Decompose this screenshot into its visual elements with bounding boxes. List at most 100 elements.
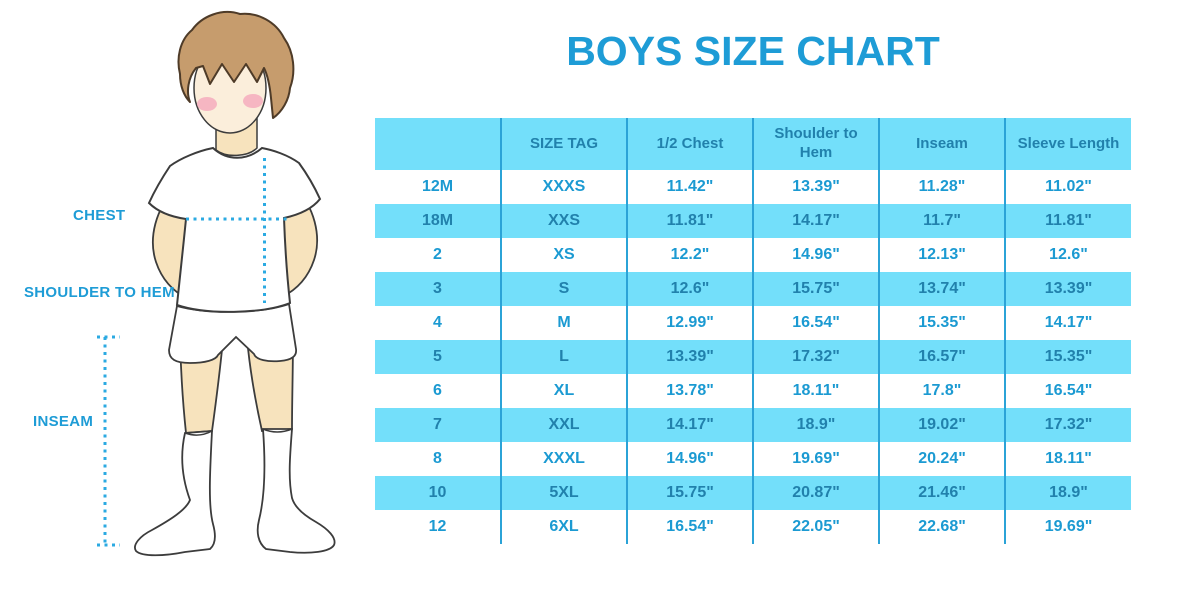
table-row: 7 XXL 14.17" 18.9" 19.02" 17.32" xyxy=(375,408,1131,442)
measurement-cell: 13.39" xyxy=(1044,280,1093,297)
boy-figure-illustration: CHEST SHOULDER TO HEM INSEAM xyxy=(0,0,370,600)
table-row: 10 5XL 15.75" 20.87" 21.46" 18.9" xyxy=(375,476,1131,510)
measurement-cell: XS xyxy=(501,238,628,272)
measurement-cell: 16.54" xyxy=(627,510,754,544)
boy-left-blush xyxy=(197,97,217,111)
measurement-cell: 18.9" xyxy=(753,408,880,442)
measurement-cell: 16.54" xyxy=(1044,382,1093,399)
measurement-cell: 18.11" xyxy=(1045,450,1092,467)
table-row: 12 6XL 16.54" 22.05" 22.68" 19.69" xyxy=(375,510,1131,544)
measurement-cell: 12.13" xyxy=(879,238,1006,272)
size-cell: 18M xyxy=(375,204,502,238)
measurement-cell: 20.24" xyxy=(879,442,1006,476)
measurement-cell: 18.11" xyxy=(753,374,880,408)
shoulder-to-hem-label: SHOULDER TO HEM xyxy=(24,284,175,301)
measurement-cell: 12.6" xyxy=(1049,246,1088,263)
measurement-cell: M xyxy=(501,306,628,340)
measurement-cell: XXS xyxy=(501,204,628,238)
boy-left-sock xyxy=(134,430,216,557)
measurement-cell: 17.32" xyxy=(753,340,880,374)
measurement-cell: 11.42" xyxy=(627,170,754,204)
measurement-cell: 5XL xyxy=(501,476,628,510)
table-row: 4 M 12.99" 16.54" 15.35" 14.17" xyxy=(375,306,1131,340)
measurement-cell: 11.81" xyxy=(1045,212,1092,229)
size-table-body: 12M XXXS 11.42" 13.39" 11.28" 11.02" 18M XXS 11.… xyxy=(375,170,1131,544)
inseam-label: INSEAM xyxy=(33,413,94,430)
measurement-cell: 12.2" xyxy=(627,238,754,272)
measurement-cell: 19.69" xyxy=(753,442,880,476)
boy-shirt xyxy=(147,146,322,313)
measurement-cell: 15.75" xyxy=(627,476,754,510)
measurement-cell: 15.75" xyxy=(753,272,880,306)
table-row: 5 L 13.39" 17.32" 16.57" 15.35" xyxy=(375,340,1131,374)
table-row: 6 XL 13.78" 18.11" 17.8" 16.54" xyxy=(375,374,1131,408)
measurement-cell: 18.9" xyxy=(1049,484,1088,501)
measurement-cell: S xyxy=(501,272,628,306)
size-cell: 6 xyxy=(375,374,502,408)
size-table: SIZE TAG 1/2 Chest Shoulder to Hem Inseam Sl… xyxy=(375,118,1131,544)
measurement-cell: 14.96" xyxy=(627,442,754,476)
size-cell: 8 xyxy=(375,442,502,476)
measurement-cell: 17.8" xyxy=(879,374,1006,408)
measurement-cell: 14.17" xyxy=(1044,314,1093,331)
measurement-cell: 20.87" xyxy=(753,476,880,510)
column-header: SIZE TAG xyxy=(501,118,628,170)
measurement-cell: 13.74" xyxy=(879,272,1006,306)
size-cell: 2 xyxy=(375,238,502,272)
measurement-cell: 22.05" xyxy=(753,510,880,544)
size-cell: 5 xyxy=(375,340,502,374)
measurement-cell: 21.46" xyxy=(879,476,1006,510)
measurement-cell: 11.28" xyxy=(879,170,1006,204)
table-row: 3 S 12.6" 15.75" 13.74" 13.39" xyxy=(375,272,1131,306)
column-header: Inseam xyxy=(879,118,1006,170)
measurement-cell: 17.32" xyxy=(1044,416,1093,433)
table-row: 2 XS 12.2" 14.96" 12.13" 12.6" xyxy=(375,238,1131,272)
measurement-cell: L xyxy=(501,340,628,374)
header-row: SIZE TAG 1/2 Chest Shoulder to Hem Inseam Sl… xyxy=(375,118,1131,170)
measurement-cell: 12.6" xyxy=(627,272,754,306)
table-row: 8 XXXL 14.96" 19.69" 20.24" 18.11" xyxy=(375,442,1131,476)
measurement-cell: 19.02" xyxy=(879,408,1006,442)
measurement-cell: 13.39" xyxy=(753,170,880,204)
measurement-cell: 11.81" xyxy=(627,204,754,238)
size-cell: 7 xyxy=(375,408,502,442)
measurement-cell: 19.69" xyxy=(1044,518,1093,535)
table-row: 18M XXS 11.81" 14.17" 11.7" 11.81" xyxy=(375,204,1131,238)
measurement-cell: XXXL xyxy=(501,442,628,476)
measurement-cell: 16.54" xyxy=(753,306,880,340)
measurement-cell: 14.96" xyxy=(753,238,880,272)
measurement-cell: 13.78" xyxy=(627,374,754,408)
measurement-cell: XXL xyxy=(501,408,628,442)
measurement-cell: 15.35" xyxy=(879,306,1006,340)
measurement-cell: XXXS xyxy=(501,170,628,204)
measurement-cell: 12.99" xyxy=(627,306,754,340)
size-cell: 10 xyxy=(375,476,502,510)
measurement-cell: 22.68" xyxy=(879,510,1006,544)
measurement-cell: 15.35" xyxy=(1044,348,1093,365)
measurement-cell: 14.17" xyxy=(753,204,880,238)
measurement-cell: 11.02" xyxy=(1045,178,1092,195)
column-header: Shoulder to Hem xyxy=(753,118,880,170)
chest-label: CHEST xyxy=(73,207,126,224)
size-cell: 4 xyxy=(375,306,502,340)
measurement-cell: 14.17" xyxy=(627,408,754,442)
measurement-cell: 13.39" xyxy=(627,340,754,374)
measurement-cell: XL xyxy=(501,374,628,408)
size-cell: 12M xyxy=(375,170,502,204)
boy-right-sock-cuff xyxy=(262,428,293,433)
measurement-cell: 16.57" xyxy=(879,340,1006,374)
boy-left-sock-cuff xyxy=(184,430,213,436)
boy-right-blush xyxy=(243,94,263,108)
page-title: BOYS SIZE CHART xyxy=(566,28,940,74)
column-header: Sleeve Length xyxy=(1005,118,1131,170)
boy-right-sock xyxy=(256,428,336,554)
column-header: 1/2 Chest xyxy=(627,118,754,170)
boy-figure-svg xyxy=(97,11,336,557)
size-cell: 12 xyxy=(375,510,502,544)
table-row: 12M XXXS 11.42" 13.39" 11.28" 11.02" xyxy=(375,170,1131,204)
size-cell: 3 xyxy=(375,272,502,306)
measurement-cell: 6XL xyxy=(501,510,628,544)
boy-hair xyxy=(177,11,295,119)
measurement-cell: 11.7" xyxy=(879,204,1006,238)
